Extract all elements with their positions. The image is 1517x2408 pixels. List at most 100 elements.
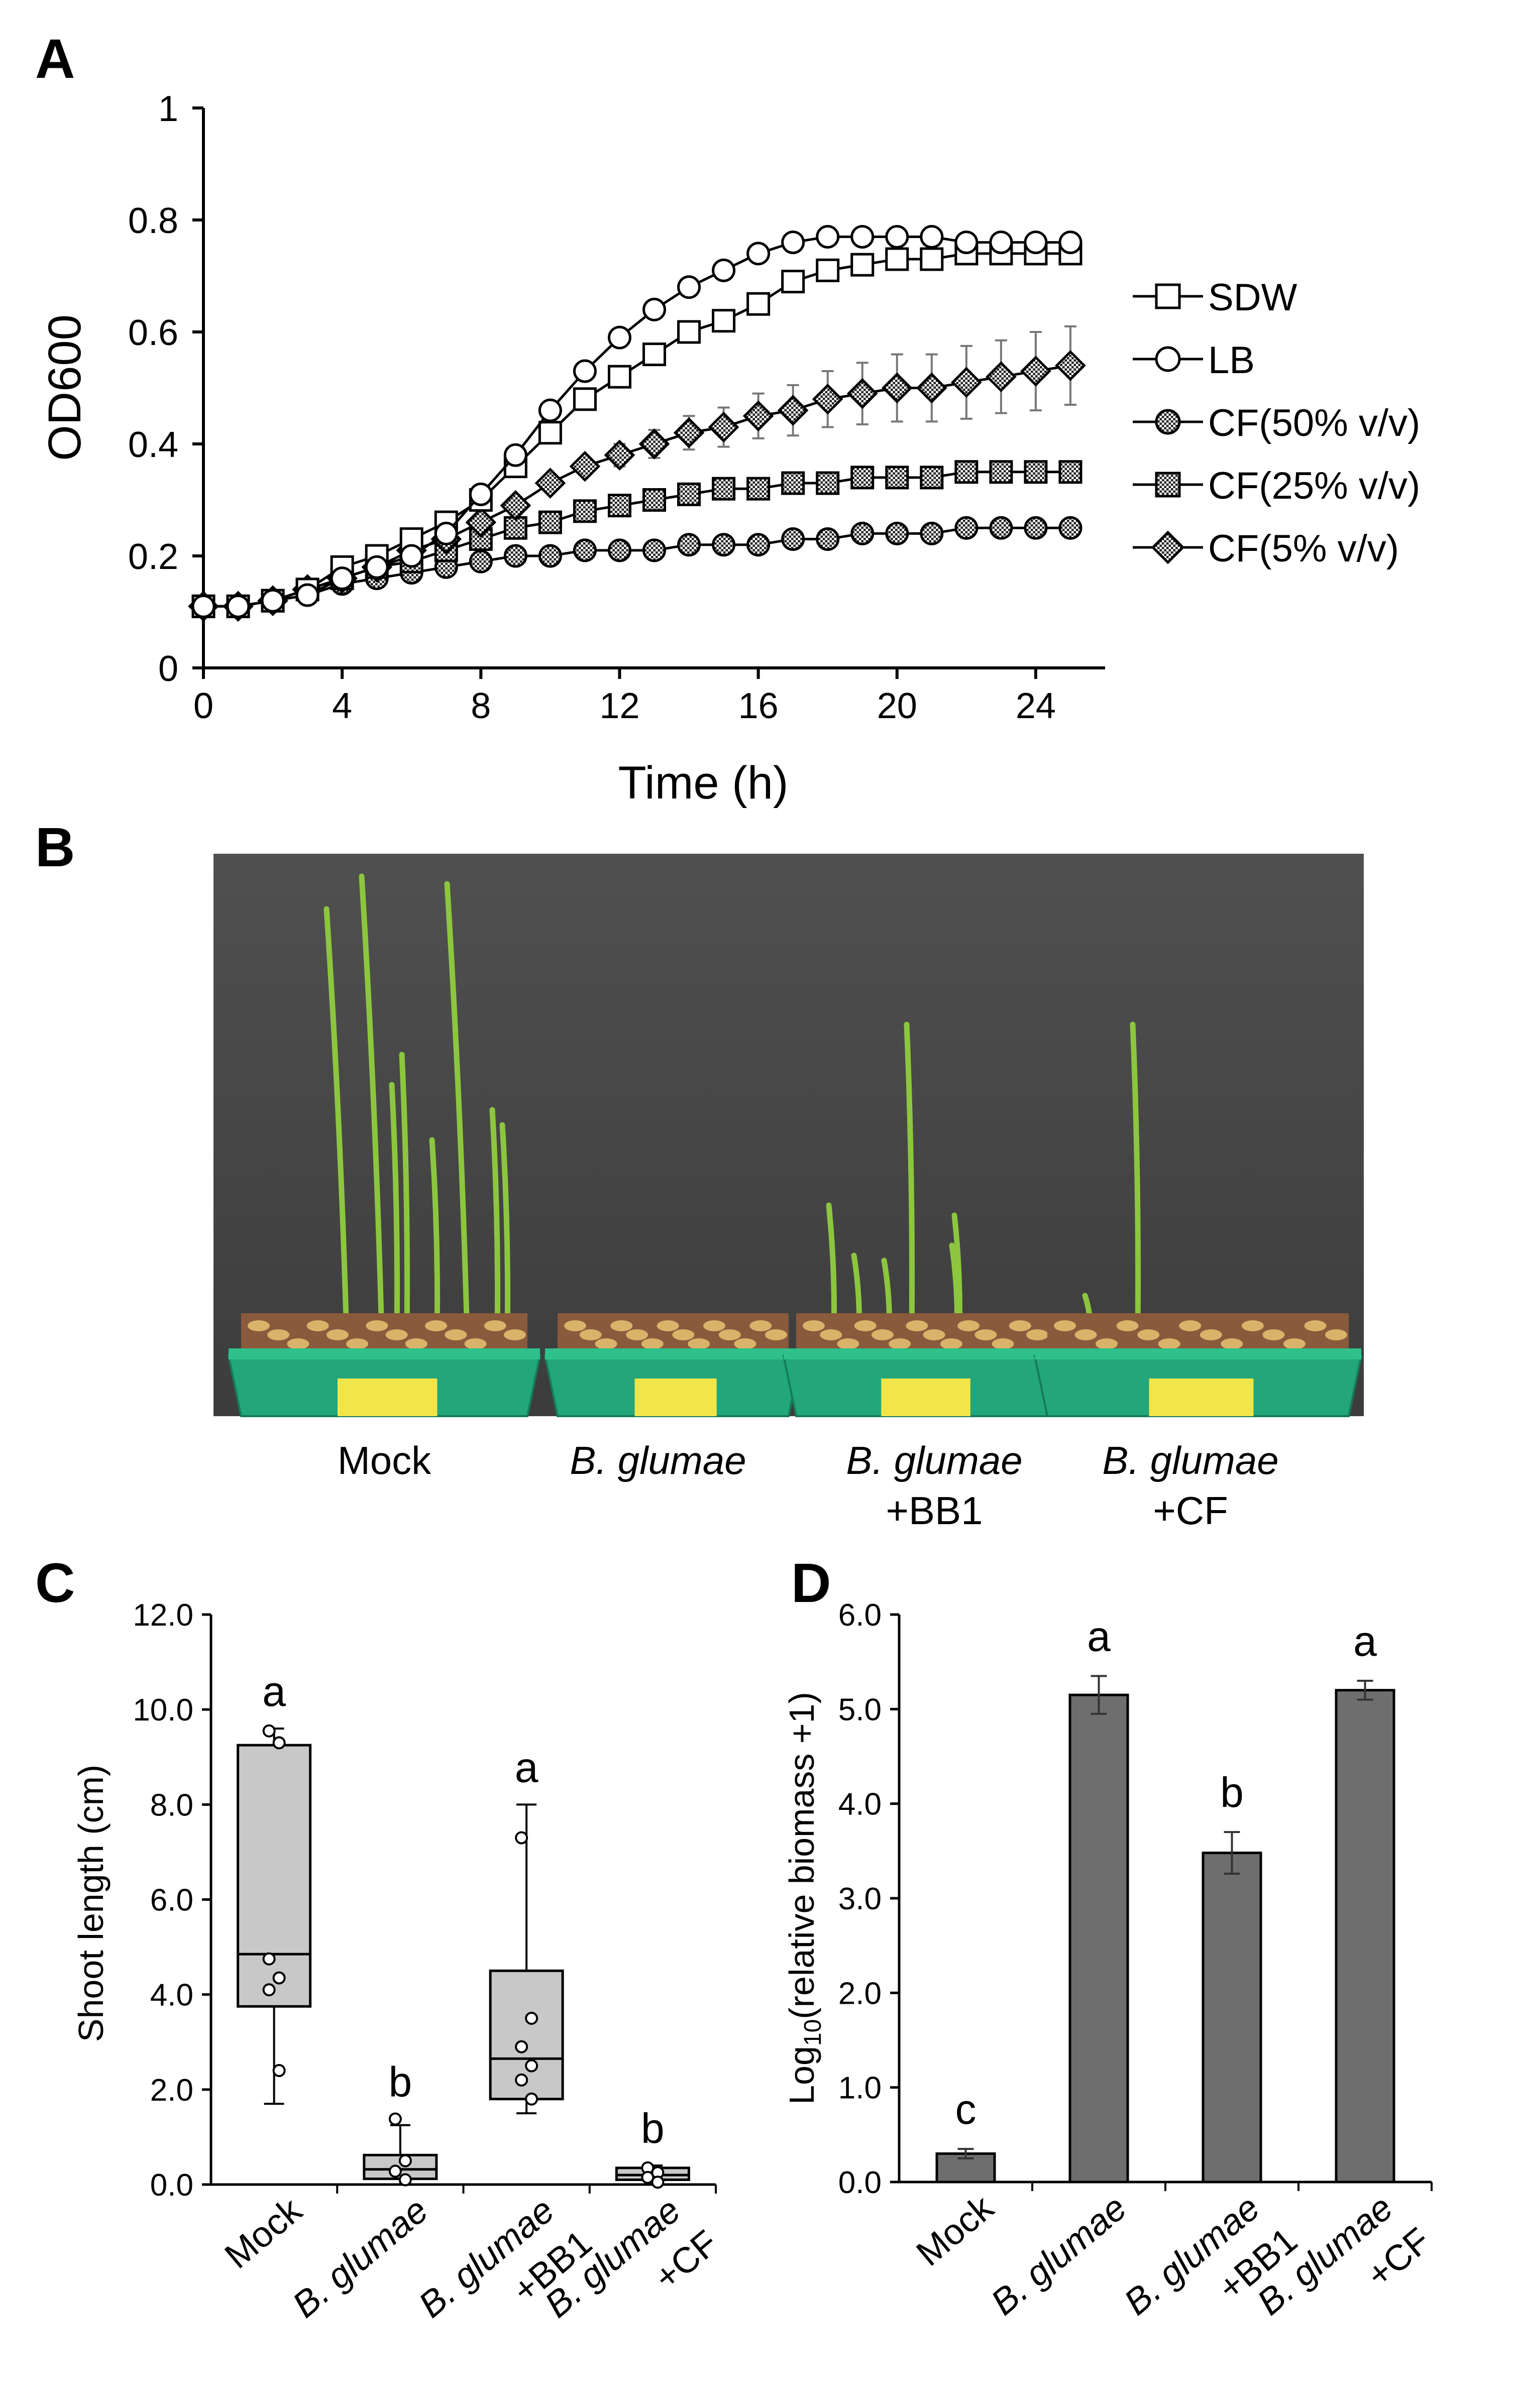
seed	[871, 1329, 894, 1340]
x-tick-label: 20	[877, 686, 917, 726]
data-point	[1058, 460, 1082, 484]
data-point	[638, 428, 670, 460]
data-point	[388, 2164, 402, 2178]
y-tick-label: 5.0	[838, 1692, 882, 1727]
tray-rim	[784, 1348, 1062, 1359]
y-tick-label: 4.0	[150, 1978, 193, 2013]
seed	[837, 1338, 859, 1349]
data-point	[885, 521, 909, 545]
data-point	[515, 2073, 528, 2087]
legend-marker	[1155, 283, 1181, 309]
data-point	[388, 2112, 402, 2126]
data-point	[885, 224, 909, 249]
y-tick-label: 1.0	[838, 2071, 882, 2106]
panel-label-b: B	[35, 817, 75, 878]
data-point	[954, 231, 979, 255]
data-point	[846, 378, 878, 409]
data-point	[398, 2154, 412, 2167]
data-point	[525, 2092, 538, 2106]
seed	[445, 1329, 467, 1340]
seedling-leaf	[389, 1082, 400, 1339]
seedling-leaf	[429, 1137, 441, 1339]
data-point	[365, 555, 389, 579]
y-tick-label: 0.8	[128, 201, 178, 241]
data-point	[262, 1724, 276, 1738]
data-point	[989, 516, 1013, 540]
data-point	[525, 2059, 538, 2073]
x-tick-label: 12	[599, 686, 639, 726]
data-point	[850, 224, 875, 249]
seed	[1325, 1329, 1347, 1340]
data-point	[261, 589, 285, 613]
x-axis-label: Time (h)	[618, 757, 788, 809]
data-point	[850, 466, 875, 490]
significance-letter: a	[1353, 1618, 1377, 1665]
data-point	[920, 247, 944, 271]
seed	[425, 1320, 448, 1331]
seed	[366, 1320, 388, 1331]
data-point	[781, 231, 805, 255]
seedling-leaf	[323, 906, 350, 1339]
data-point	[920, 224, 944, 249]
x-tick-label: 0	[193, 686, 213, 726]
data-point	[573, 499, 597, 523]
tray-rim	[1035, 1348, 1361, 1359]
seed	[1200, 1329, 1222, 1340]
legend-item: CF(5% v/v)	[1133, 527, 1399, 570]
legend-label: CF(50% v/v)	[1208, 402, 1420, 444]
x-tick-label: 8	[471, 686, 491, 726]
data-point	[525, 2011, 538, 2025]
tray-label-sticker	[881, 1379, 970, 1416]
data-point	[642, 342, 666, 367]
data-point	[295, 583, 319, 607]
box: a	[237, 1668, 312, 2105]
data-point	[604, 439, 635, 471]
tray-rim	[545, 1348, 801, 1359]
data-point	[642, 538, 666, 562]
seed	[1096, 1338, 1118, 1349]
seed	[1304, 1320, 1327, 1331]
legend: SDW LB CF(50% v/v) CF(25% v/v) CF(5% v/v)	[1133, 276, 1420, 570]
seed	[346, 1338, 369, 1349]
legend-label: LB	[1208, 339, 1255, 382]
data-point	[642, 297, 666, 321]
y-tick-label: 0	[158, 649, 178, 689]
data-point	[781, 270, 805, 294]
data-point	[503, 544, 527, 568]
data-point	[1024, 516, 1048, 540]
data-point	[272, 2064, 286, 2077]
seed	[306, 1320, 329, 1331]
data-point	[885, 247, 909, 271]
data-point	[1020, 356, 1051, 387]
seed	[1241, 1320, 1264, 1331]
legend-marker	[1155, 409, 1181, 435]
data-point	[262, 1983, 276, 1997]
growth-curve-chart: 0 0.2 0.4 0.6 0.8 1 0 4 8 12 16 20 24 OD600 Time (h…	[39, 89, 1420, 809]
seed	[504, 1329, 526, 1340]
tray-rim	[229, 1348, 540, 1359]
y-tick-label: 2.0	[150, 2073, 193, 2108]
data-point	[885, 466, 909, 490]
panel-label-c: C	[35, 1552, 75, 1614]
data-point	[677, 533, 701, 557]
data-point	[881, 372, 913, 404]
y-axis-label-subscript: 10	[800, 2019, 826, 2046]
data-point	[538, 398, 562, 422]
seedling-leaf	[359, 873, 385, 1339]
seed	[626, 1329, 648, 1340]
data-point	[677, 275, 701, 299]
data-point	[398, 2173, 412, 2187]
y-tick-label: 0.0	[150, 2168, 193, 2203]
tray-label-sticker	[338, 1379, 438, 1416]
biomass-bar-chart: 0.0 1.0 2.0 3.0 4.0 5.0 6.0 Log10(relative bio…	[782, 1598, 1438, 2323]
data-point	[607, 365, 631, 389]
seed	[940, 1338, 962, 1349]
seed	[854, 1320, 877, 1331]
y-tick-label: 6.0	[838, 1598, 882, 1633]
data-point	[262, 1952, 276, 1966]
seed	[595, 1338, 617, 1349]
series-sdw	[191, 242, 1082, 618]
data-point	[642, 488, 666, 512]
data-point	[920, 521, 944, 545]
seed	[464, 1338, 487, 1349]
